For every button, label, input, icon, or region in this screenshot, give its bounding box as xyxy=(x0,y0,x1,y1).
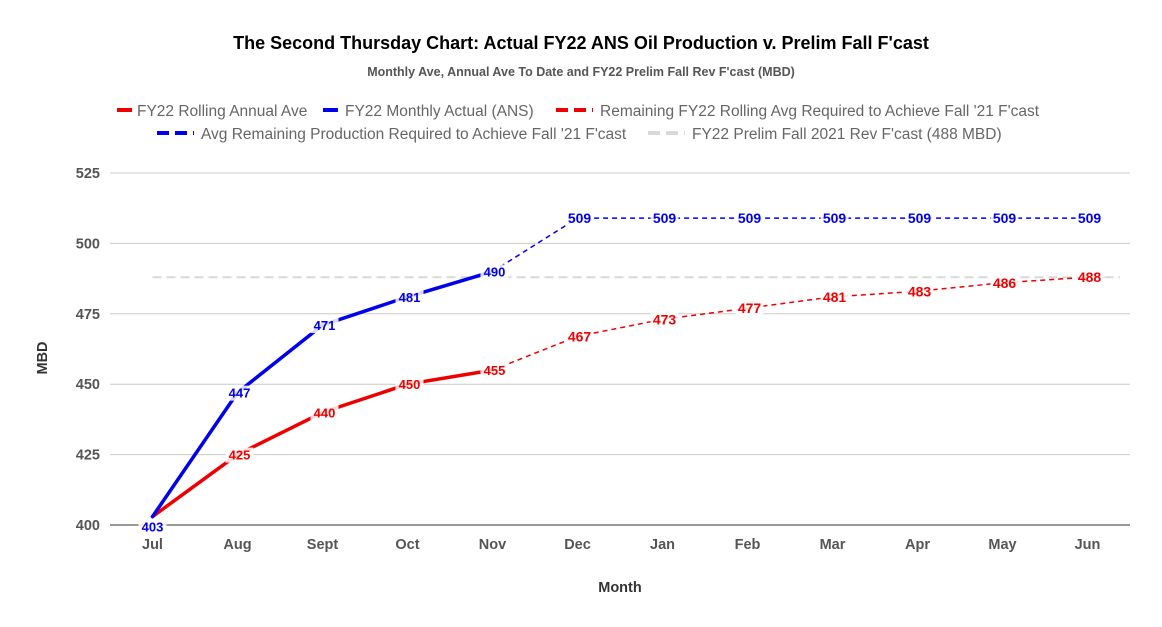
data-label-bg xyxy=(225,447,254,463)
x-tick-label: Aug xyxy=(223,537,251,553)
data-label: 467 xyxy=(568,328,592,344)
gridlines xyxy=(110,172,1130,526)
data-label: 473 xyxy=(653,311,677,327)
data-label: 403 xyxy=(142,520,164,535)
data-label: 450 xyxy=(399,377,421,392)
x-tick-label: May xyxy=(988,537,1016,553)
y-tick-label: 525 xyxy=(76,166,100,182)
y-tick-label: 475 xyxy=(76,307,100,323)
data-label-bg xyxy=(905,284,934,300)
plot-area xyxy=(150,217,1120,519)
x-axis-title: Month xyxy=(598,580,641,596)
data-label-bg xyxy=(310,318,339,334)
y-axis: 400 425 450 475 500 525 xyxy=(76,166,100,534)
data-label: 490 xyxy=(484,265,506,280)
data-label-bg xyxy=(565,211,594,227)
y-tick-label: 400 xyxy=(76,518,100,534)
data-label: 509 xyxy=(738,210,762,226)
data-label-bg xyxy=(480,363,509,379)
data-label-bg xyxy=(735,301,764,317)
legend-item-remaining-rolling-avg[interactable]: Remaining FY22 Rolling Avg Required to A… xyxy=(556,103,1040,120)
x-tick-label: Jan xyxy=(650,537,675,553)
x-tick-label: Dec xyxy=(564,537,591,553)
data-label: 509 xyxy=(568,210,592,226)
legend-item-prelim-fall-forecast[interactable]: FY22 Prelim Fall 2021 Rev F'cast (488 MB… xyxy=(648,126,1002,143)
legend-label: FY22 Monthly Actual (ANS) xyxy=(345,103,534,120)
legend-label: FY22 Prelim Fall 2021 Rev F'cast (488 MB… xyxy=(692,126,1002,143)
legend-item-avg-remaining-production[interactable]: Avg Remaining Production Required to Ach… xyxy=(157,126,627,143)
data-label: 509 xyxy=(653,210,677,226)
data-label-bg xyxy=(650,211,679,227)
data-label: 509 xyxy=(908,210,932,226)
y-axis-title: MBD xyxy=(35,341,51,374)
data-label: 440 xyxy=(314,405,336,420)
x-tick-label: Jun xyxy=(1075,537,1101,553)
x-tick-label: Nov xyxy=(479,537,506,553)
legend-item-rolling-annual-ave[interactable]: FY22 Rolling Annual Ave xyxy=(117,103,307,120)
data-label-bg xyxy=(395,289,424,305)
data-labels: 425 440 450 455 403 447 471 481 490 467 473 477 481 4… xyxy=(138,210,1104,535)
data-label-bg xyxy=(565,329,594,345)
data-label-bg xyxy=(820,289,849,305)
series-line xyxy=(492,276,1088,371)
legend: FY22 Rolling Annual Ave FY22 Monthly Act… xyxy=(117,103,1040,143)
data-label-bg xyxy=(1075,270,1104,286)
data-label: 425 xyxy=(229,448,251,463)
data-label: 481 xyxy=(823,289,847,305)
data-label-bg xyxy=(735,211,764,227)
data-label: 481 xyxy=(399,290,421,305)
chart-subtitle: Monthly Ave, Annual Ave To Date and FY22… xyxy=(367,65,795,79)
y-tick-label: 450 xyxy=(76,377,100,393)
data-label-bg xyxy=(225,385,254,401)
data-label-bg xyxy=(310,405,339,421)
data-label-bg xyxy=(480,264,509,280)
data-label-bg xyxy=(820,211,849,227)
data-label: 509 xyxy=(993,210,1017,226)
data-label-bg xyxy=(650,312,679,328)
data-label: 447 xyxy=(229,386,251,401)
x-tick-label: Apr xyxy=(905,537,930,553)
x-tick-label: Sept xyxy=(307,537,339,553)
data-label: 509 xyxy=(1078,210,1102,226)
y-tick-label: 500 xyxy=(76,236,100,252)
legend-item-monthly-actual[interactable]: FY22 Monthly Actual (ANS) xyxy=(323,103,534,120)
x-tick-label: Jul xyxy=(142,537,163,553)
data-label: 488 xyxy=(1078,269,1102,285)
series-line xyxy=(492,217,1088,273)
data-label-bg xyxy=(990,211,1019,227)
data-label: 486 xyxy=(993,275,1017,291)
data-label-bg xyxy=(138,519,167,535)
legend-label: FY22 Rolling Annual Ave xyxy=(137,103,307,120)
x-axis: Jul Aug Sept Oct Nov Dec Jan Feb Mar Apr May Jun xyxy=(142,537,1100,553)
x-tick-label: Oct xyxy=(395,537,419,553)
data-label: 483 xyxy=(908,283,932,299)
data-label-bg xyxy=(1075,211,1104,227)
y-tick-label: 425 xyxy=(76,448,100,464)
data-label-bg xyxy=(990,275,1019,291)
data-label: 471 xyxy=(314,318,336,333)
data-label: 455 xyxy=(484,363,506,378)
legend-label: Remaining FY22 Rolling Avg Required to A… xyxy=(600,103,1040,120)
x-tick-label: Feb xyxy=(735,537,761,553)
data-label-bg xyxy=(395,377,424,393)
chart-title: The Second Thursday Chart: Actual FY22 A… xyxy=(233,33,929,53)
data-label-bg xyxy=(905,211,934,227)
data-label: 509 xyxy=(823,210,847,226)
x-tick-label: Mar xyxy=(820,537,846,553)
data-label: 477 xyxy=(738,300,762,316)
legend-label: Avg Remaining Production Required to Ach… xyxy=(201,126,627,143)
